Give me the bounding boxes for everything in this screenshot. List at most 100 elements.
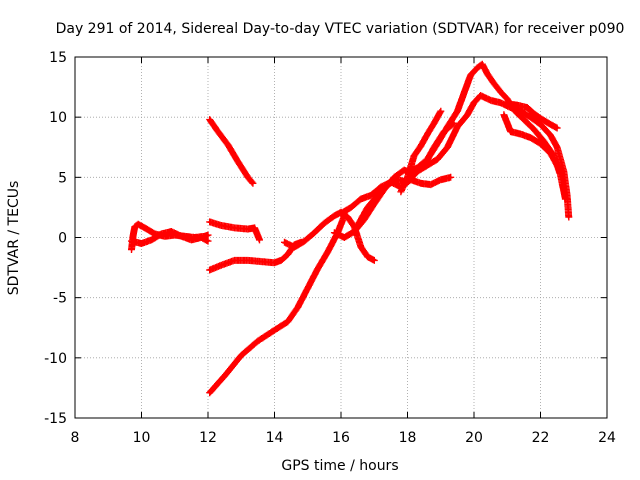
data-point — [469, 73, 472, 77]
data-point — [549, 123, 552, 126]
data-point — [143, 226, 147, 230]
series-track-4 — [206, 218, 263, 244]
data-point — [208, 220, 211, 224]
data-point — [246, 259, 250, 262]
chart-title: Day 291 of 2014, Sidereal Day-to-day VTE… — [56, 21, 625, 37]
data-point — [522, 118, 526, 121]
data-point — [233, 259, 236, 262]
data-point — [432, 121, 436, 125]
data-point — [412, 154, 416, 157]
data-point — [519, 109, 522, 113]
data-point — [499, 90, 502, 94]
data-point — [419, 182, 422, 185]
x-tick-label: 24 — [598, 430, 616, 446]
data-point — [208, 118, 211, 121]
y-tick-label: 5 — [58, 170, 67, 186]
x-tick-label: 12 — [199, 430, 217, 446]
data-point — [136, 223, 140, 226]
data-point — [555, 126, 559, 130]
data-point — [258, 238, 261, 242]
data-point — [131, 233, 135, 237]
data-point — [366, 206, 369, 209]
data-point — [208, 391, 211, 394]
x-tick-label: 22 — [532, 430, 550, 446]
data-point — [170, 230, 173, 233]
data-point — [306, 286, 309, 290]
series-track-12 — [404, 60, 569, 203]
data-point — [150, 238, 153, 242]
data-point — [539, 142, 542, 145]
data-point — [236, 160, 240, 163]
data-point — [436, 158, 439, 161]
plot-frame — [74, 56, 608, 419]
data-point — [549, 152, 552, 155]
y-tick-label: 10 — [49, 110, 67, 126]
data-point — [366, 255, 369, 258]
data-point — [326, 250, 329, 254]
x-tick-label: 20 — [465, 430, 483, 446]
x-axis-label: GPS time / hours — [281, 458, 398, 474]
data-point — [559, 170, 562, 173]
data-point — [286, 253, 289, 256]
data-point — [502, 113, 506, 116]
data-point — [542, 140, 546, 143]
data-point — [160, 232, 163, 236]
data-point — [567, 215, 570, 219]
data-point — [246, 227, 250, 231]
data-point — [462, 91, 466, 95]
data-point — [226, 143, 230, 147]
data-point — [240, 354, 243, 357]
data-point — [439, 109, 442, 113]
data-point — [220, 263, 223, 267]
data-point — [426, 132, 429, 136]
data-point — [456, 125, 459, 128]
series-markers — [354, 92, 573, 229]
data-point — [555, 146, 559, 149]
data-point — [208, 268, 211, 272]
data-point — [251, 182, 255, 185]
data-point — [190, 238, 193, 242]
x-tick-label: 16 — [332, 430, 350, 446]
y-tick-label: 0 — [58, 231, 67, 247]
data-point — [481, 63, 484, 66]
data-point — [346, 215, 349, 219]
x-tick-label: 10 — [133, 430, 151, 446]
ticks: 8 10 12 14 16 18 20 22 24 -15 -10 -5 0 5 10 15 — [44, 50, 616, 446]
data-point — [356, 224, 359, 227]
x-tick-label: 14 — [266, 430, 284, 446]
data-point — [343, 236, 346, 239]
data-point — [419, 144, 422, 148]
data-point — [549, 134, 552, 137]
series-markers — [206, 218, 263, 244]
data-point — [206, 239, 210, 243]
data-point — [449, 176, 452, 179]
data-point — [472, 101, 476, 104]
series-track-2 — [128, 228, 212, 247]
data-point — [333, 231, 336, 234]
y-axis-label: SDTVAR / TECUs — [6, 181, 22, 296]
data-point — [406, 170, 409, 173]
data-point — [456, 109, 459, 113]
data-point — [426, 158, 429, 161]
data-point — [512, 108, 516, 112]
data-point — [180, 235, 183, 238]
data-point — [479, 94, 482, 97]
data-point — [286, 320, 289, 323]
data-point — [339, 212, 343, 215]
data-point — [303, 239, 306, 243]
series-track-14 — [503, 100, 561, 132]
data-point — [220, 224, 223, 227]
data-point — [564, 197, 567, 201]
x-tick-label: 8 — [71, 430, 80, 446]
data-point — [376, 194, 379, 197]
data-point — [273, 261, 276, 264]
data-point — [223, 374, 226, 378]
data-point — [130, 248, 133, 251]
data-points — [128, 60, 573, 397]
data-point — [296, 306, 299, 309]
data-point — [349, 206, 353, 209]
data-point — [506, 102, 509, 106]
data-point — [233, 226, 236, 230]
data-point — [293, 245, 296, 249]
series-markers — [206, 212, 348, 397]
